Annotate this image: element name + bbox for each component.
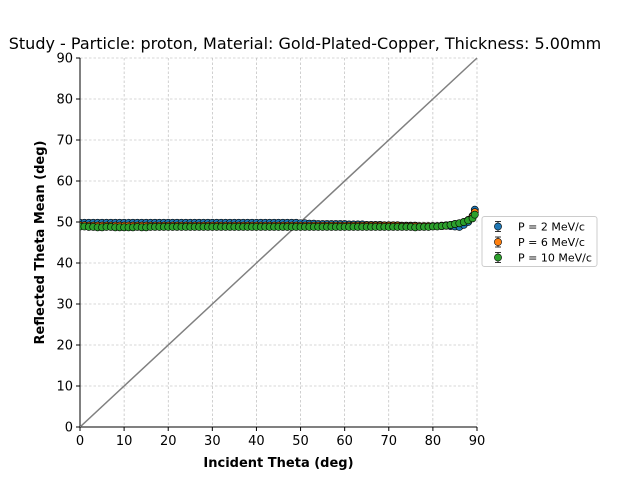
reference-line xyxy=(80,57,478,427)
legend: P = 2 MeV/c P = 6 MeV/c P = 10 MeV/c xyxy=(481,216,598,267)
plot-area xyxy=(80,57,479,427)
chart-title: Study - Particle: proton, Material: Gold… xyxy=(9,34,601,53)
x-tick-label: 20 xyxy=(160,434,177,449)
x-axis-label: Incident Theta (deg) xyxy=(203,456,353,471)
legend-marker xyxy=(494,238,502,246)
x-tick-label: 30 xyxy=(204,434,221,449)
y-tick-label: 50 xyxy=(56,216,73,231)
y-tick-label: 20 xyxy=(56,339,73,354)
y-tick-label: 0 xyxy=(65,421,73,436)
y-axis-ticks: 0 10 20 30 40 50 60 70 80 90 xyxy=(56,52,80,436)
data-point xyxy=(470,210,479,219)
axes xyxy=(79,58,477,428)
y-tick-label: 90 xyxy=(56,52,73,67)
y-tick-label: 10 xyxy=(56,380,73,395)
y-tick-label: 70 xyxy=(56,134,73,149)
legend-label: P = 6 MeV/c xyxy=(518,236,585,249)
x-tick-label: 50 xyxy=(292,434,309,449)
legend-frame xyxy=(481,216,598,267)
x-tick-label: 0 xyxy=(76,434,84,449)
legend-marker xyxy=(494,253,502,262)
y-tick-label: 80 xyxy=(56,93,73,108)
x-tick-label: 60 xyxy=(336,434,353,449)
legend-marker xyxy=(494,222,502,231)
y-tick-label: 60 xyxy=(56,175,73,190)
legend-label: P = 2 MeV/c xyxy=(518,221,585,234)
x-tick-label: 40 xyxy=(248,434,265,449)
legend-label: P = 10 MeV/c xyxy=(518,252,592,265)
x-axis-ticks: 0 10 20 30 40 50 60 70 80 90 xyxy=(76,427,485,449)
x-tick-label: 80 xyxy=(425,434,442,449)
y-axis-label: Reflected Theta Mean (deg) xyxy=(33,141,48,345)
y-tick-label: 40 xyxy=(56,257,73,272)
x-tick-label: 10 xyxy=(116,434,133,449)
y-tick-label: 30 xyxy=(56,298,73,313)
x-tick-label: 70 xyxy=(381,434,398,449)
series-3 xyxy=(80,210,479,232)
x-tick-label: 90 xyxy=(469,434,486,449)
